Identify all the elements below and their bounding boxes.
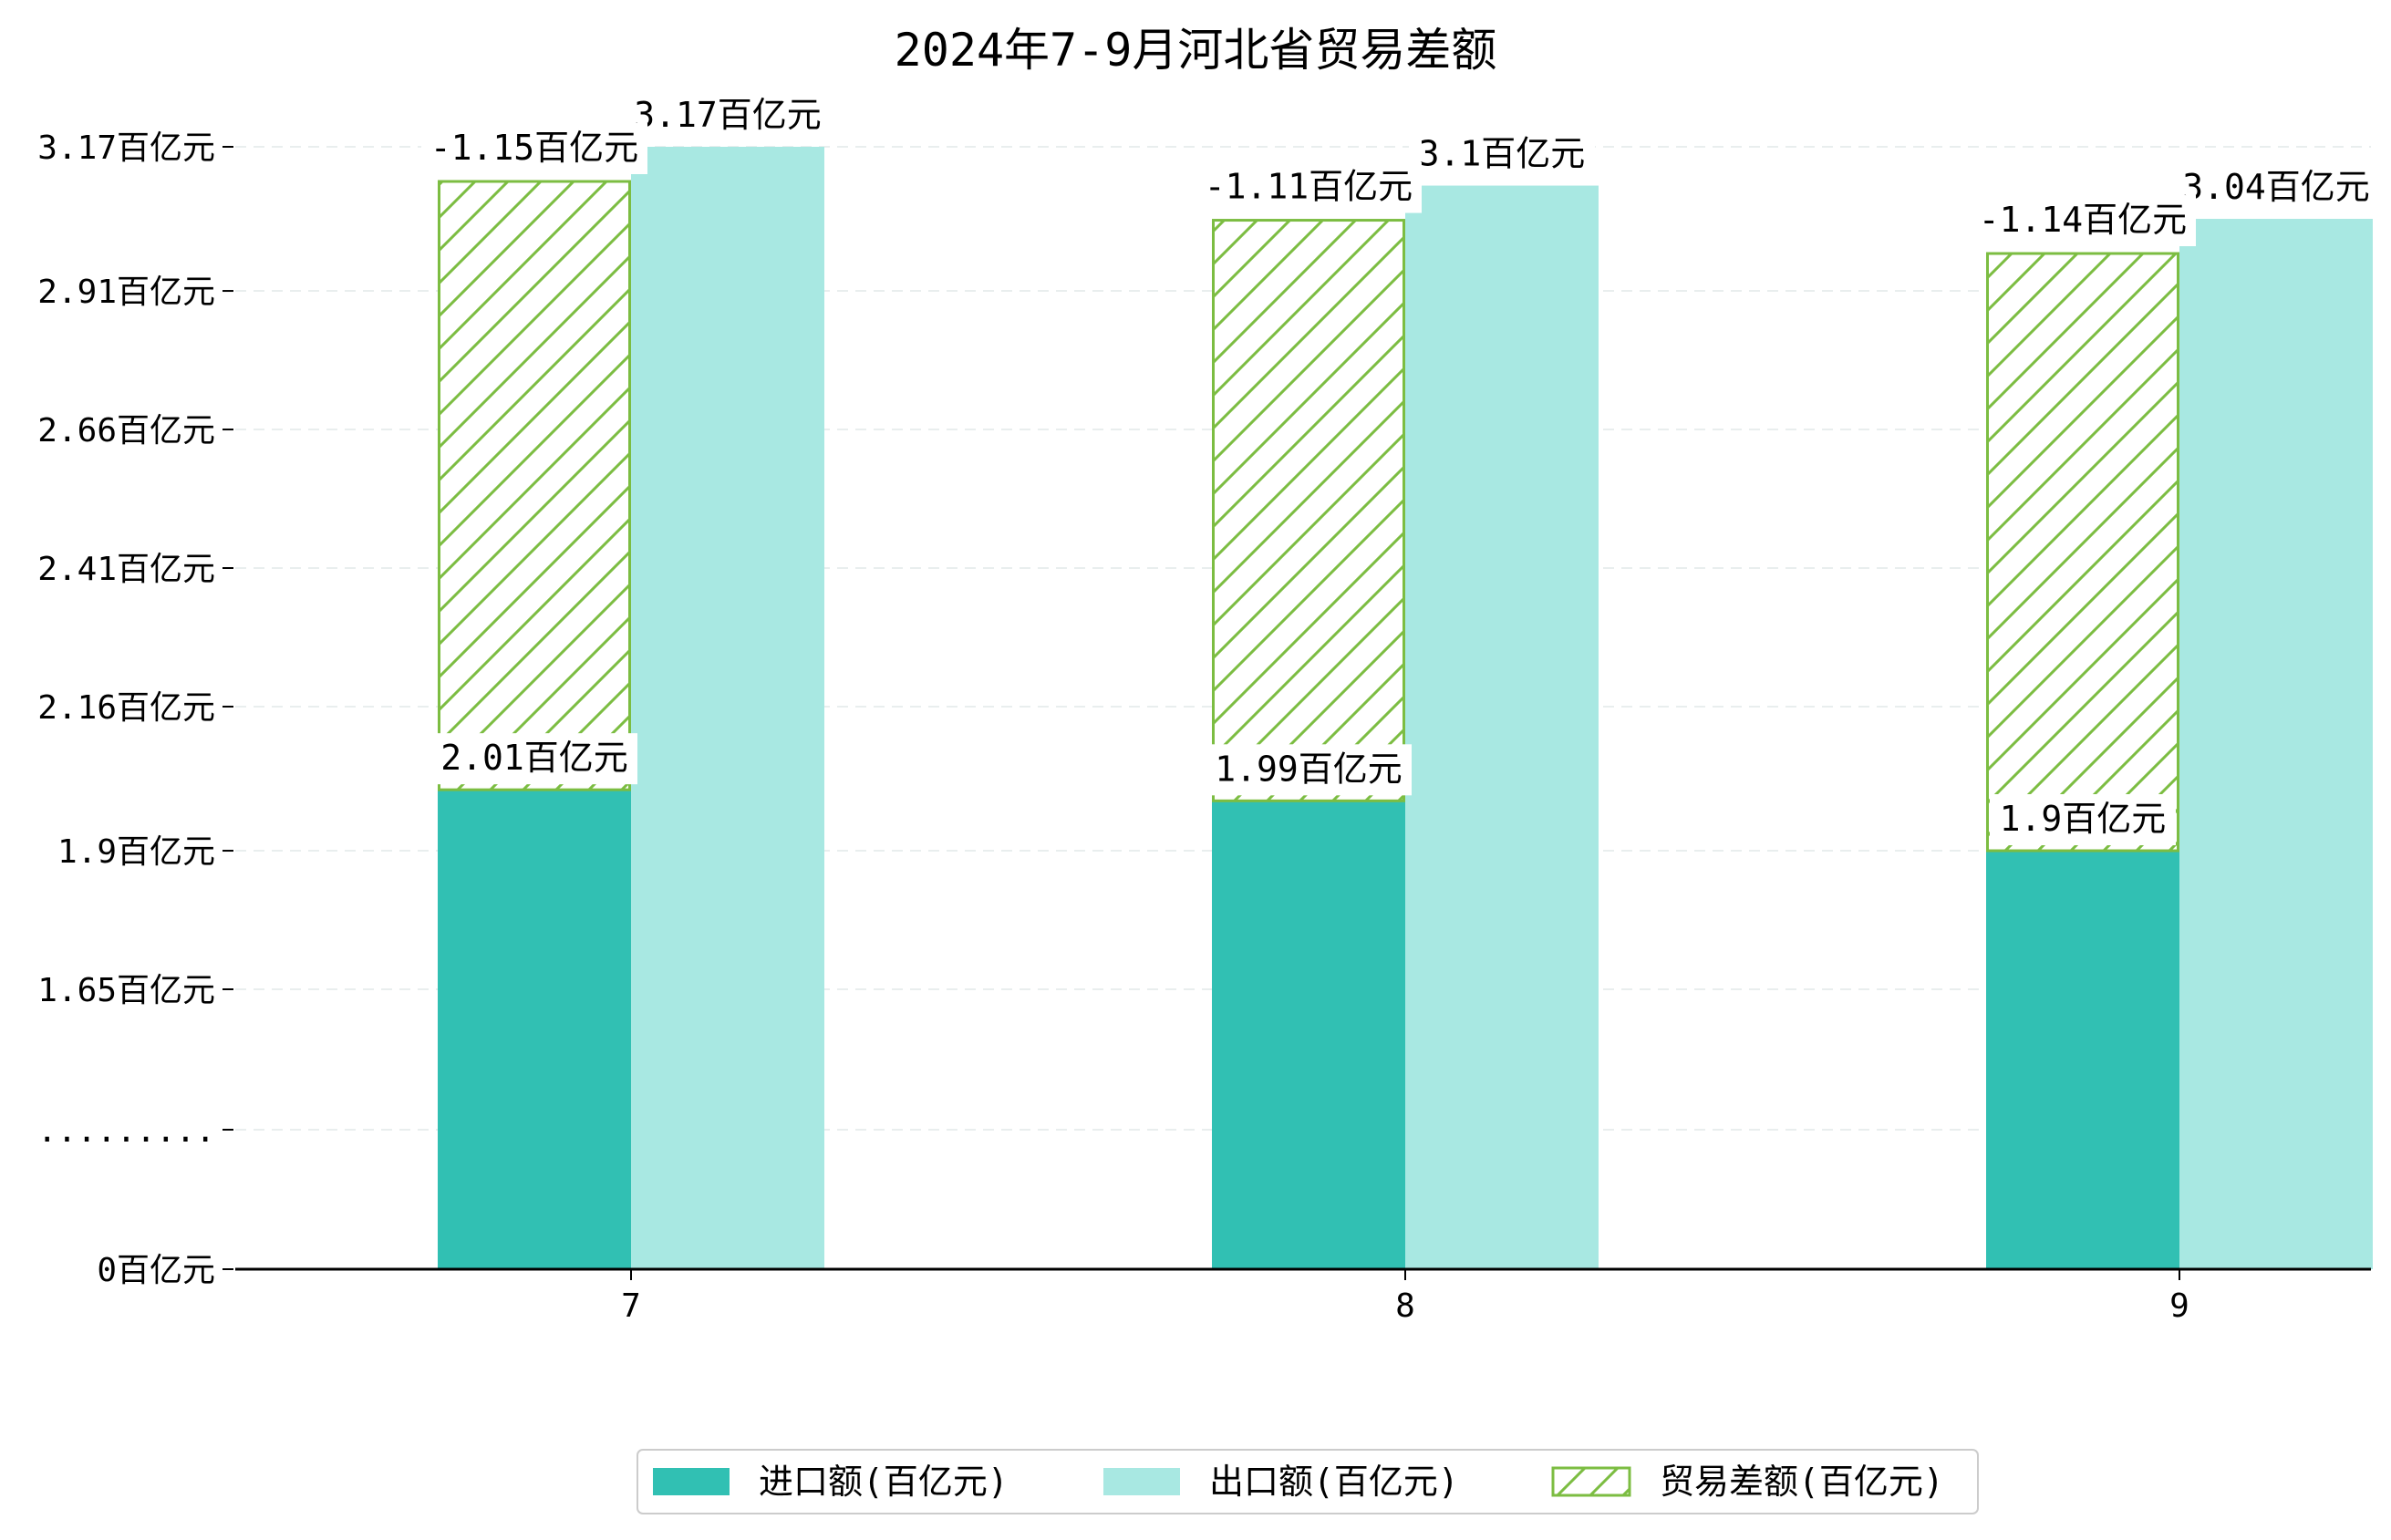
chart-title: 2024年7-9月河北省贸易差额 — [895, 24, 1497, 77]
y-tick-label: 2.91百亿元 — [37, 274, 215, 311]
y-tick-label: ......... — [37, 1112, 215, 1150]
legend-label: 进口额(百亿元) — [759, 1462, 1009, 1502]
trade-balance-bar — [438, 180, 631, 791]
legend-swatch — [1103, 1468, 1180, 1495]
legend-label: 贸易差额(百亿元) — [1660, 1462, 1944, 1502]
import-bar — [1986, 851, 2179, 1269]
legend: 进口额(百亿元) 出口额(百亿元) 贸易差额(百亿元) — [637, 1449, 1979, 1514]
export-value-label-box — [2173, 162, 2379, 214]
x-tick-label: 9 — [2169, 1287, 2189, 1325]
legend-swatch — [1551, 1466, 1631, 1497]
balance-value-label: -1.14百亿元 — [1979, 200, 2187, 240]
import-value-label-box — [1990, 794, 2176, 846]
x-tick-label: 7 — [621, 1287, 641, 1325]
import-bar — [1212, 801, 1405, 1269]
y-tick-label: 2.41百亿元 — [37, 551, 215, 588]
export-bar — [1405, 185, 1599, 1270]
export-bar — [631, 147, 824, 1269]
export-value-label-box — [1409, 129, 1595, 181]
export-value-label: 3.04百亿元 — [2182, 167, 2370, 207]
import-value-label-box — [431, 733, 637, 785]
balance-value-label-box — [1970, 195, 2196, 247]
y-tick-label: 1.9百亿元 — [57, 833, 215, 871]
bars — [438, 147, 2373, 1270]
balance-value-label-box — [421, 123, 647, 174]
import-bar — [438, 790, 631, 1269]
export-bar — [2179, 219, 2373, 1269]
export-value-label: 3.1百亿元 — [1419, 134, 1586, 174]
balance-value-label-box — [1196, 161, 1422, 213]
trade-balance-bar — [1212, 219, 1405, 802]
y-tick-label: 2.66百亿元 — [37, 412, 215, 450]
import-value-label: 1.99百亿元 — [1215, 749, 1403, 789]
x-tick-label: 8 — [1395, 1287, 1415, 1325]
y-tick-label: 3.17百亿元 — [37, 129, 215, 167]
axes: 0百亿元......... 1.65百亿元 1.9百亿元 2.16百亿元 2.41百亿元… — [37, 129, 2371, 1325]
y-tick-label: 1.65百亿元 — [37, 972, 215, 1009]
y-tick-label: 0百亿元 — [97, 1252, 215, 1289]
trade-balance-bar — [1986, 252, 2179, 853]
balance-value-label: -1.15百亿元 — [430, 128, 638, 168]
data-labels: 3.17百亿元-1.15百亿元 2.01百亿元 3.1百亿元-1.11百亿元 1.99… — [421, 90, 2379, 846]
import-value-label-box — [1206, 744, 1412, 796]
export-value-label: 3.17百亿元 — [634, 95, 822, 135]
legend-label: 出口额(百亿元) — [1209, 1462, 1459, 1502]
import-value-label: 2.01百亿元 — [440, 738, 628, 778]
legend-swatch — [653, 1468, 730, 1495]
import-value-label: 1.9百亿元 — [2000, 799, 2167, 839]
balance-value-label: -1.11百亿元 — [1205, 167, 1413, 207]
export-value-label-box — [625, 90, 831, 141]
y-tick-label: 2.16百亿元 — [37, 689, 215, 727]
legend-box — [637, 1449, 1979, 1514]
